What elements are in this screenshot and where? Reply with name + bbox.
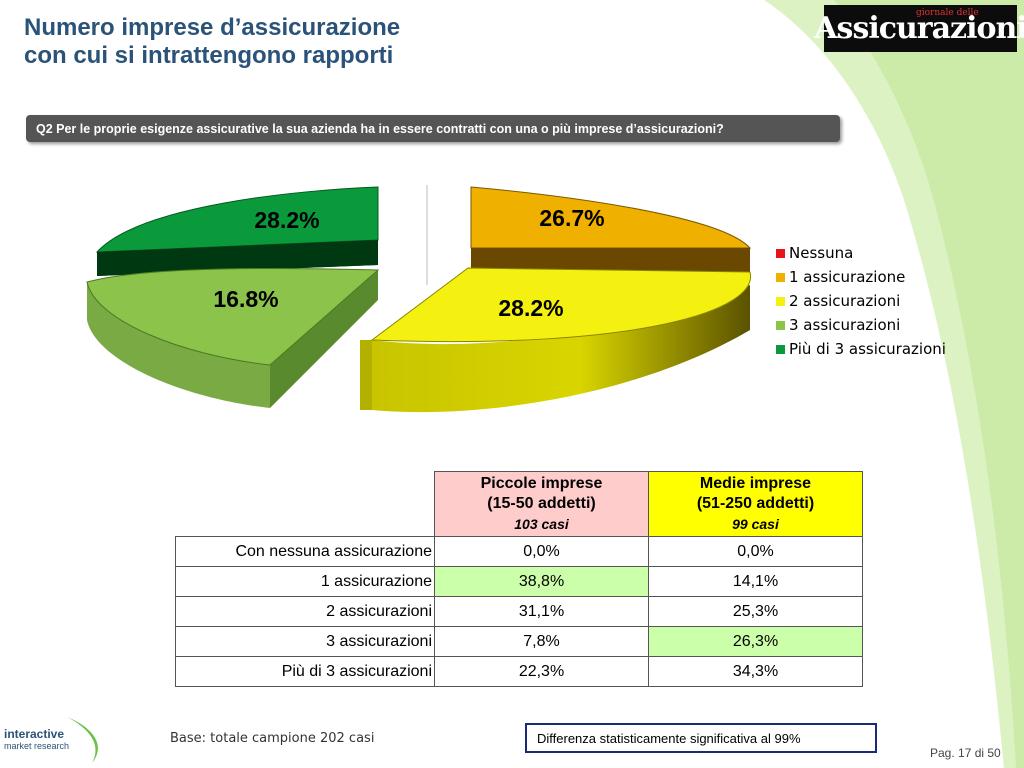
- logo-small-text: giornale delle: [916, 8, 979, 18]
- table-row: Più di 3 assicurazioni 22,3% 34,3%: [175, 656, 863, 687]
- row-label: 2 assicurazioni: [175, 596, 435, 627]
- chart-legend: Nessuna 1 assicurazione 2 assicurazioni …: [776, 241, 946, 361]
- page-title: Numero imprese d’assicurazione con cui s…: [24, 14, 544, 70]
- row-label: 1 assicurazione: [175, 566, 435, 597]
- legend-label: Nessuna: [789, 244, 854, 262]
- legend-swatch: [776, 248, 785, 258]
- data-table: Piccole imprese (15-50 addetti) 103 casi…: [175, 471, 863, 687]
- title-line-2: con cui si intrattengono rapporti: [24, 42, 394, 69]
- company-logo: interactive market research: [4, 728, 69, 752]
- cell-value: 7,8%: [434, 626, 649, 657]
- table-row: 1 assicurazione 38,8% 14,1%: [175, 566, 863, 597]
- table-row: 3 assicurazioni 7,8% 26,3%: [175, 626, 863, 657]
- slice-piu-di-3: [95, 186, 379, 276]
- row-label: 3 assicurazioni: [175, 626, 435, 657]
- company-subtitle: market research: [4, 741, 70, 751]
- green-swoosh-decoration: [764, 0, 1024, 768]
- slice-2-assicurazioni: [360, 267, 752, 413]
- data-label-piu-di-3: 28.2%: [254, 207, 319, 233]
- pie-chart: 26.7% 28.2% 16.8% 28.2%: [86, 185, 752, 413]
- header-2-range: (51-250 addetti): [696, 495, 815, 512]
- legend-item: Nessuna: [776, 241, 946, 265]
- data-label-2-assicurazioni: 28.2%: [498, 295, 563, 321]
- cell-value: 14,1%: [648, 566, 863, 597]
- legend-swatch: [776, 272, 785, 282]
- cell-value: 0,0%: [648, 536, 863, 567]
- row-label: Con nessuna assicurazione: [175, 536, 435, 567]
- cell-value: 25,3%: [648, 596, 863, 627]
- cell-value: 22,3%: [434, 656, 649, 687]
- cell-value: 34,3%: [648, 656, 863, 687]
- legend-item: 2 assicurazioni: [776, 289, 946, 313]
- page-number: Pag. 17 di 50: [930, 746, 1001, 760]
- assicurazioni-logo: giornale delle Assicurazioni: [814, 5, 1024, 52]
- slice-1-assicurazione: [470, 186, 752, 272]
- table-corner: [175, 471, 435, 537]
- cell-value-significant: 26,3%: [648, 626, 863, 657]
- legend-label: Più di 3 assicurazioni: [789, 340, 946, 358]
- header-medie-imprese: Medie imprese (51-250 addetti) 99 casi: [648, 471, 863, 537]
- data-label-3-assicurazioni: 16.8%: [213, 286, 278, 312]
- cell-value-significant: 38,8%: [434, 566, 649, 597]
- logo-text: Assicurazioni: [814, 11, 1024, 46]
- legend-item: 1 assicurazione: [776, 265, 946, 289]
- header-2-cases: 99 casi: [732, 516, 779, 532]
- company-name: interactive: [4, 727, 65, 741]
- legend-swatch: [776, 344, 785, 354]
- legend-item: Più di 3 assicurazioni: [776, 337, 946, 361]
- cell-value: 0,0%: [434, 536, 649, 567]
- legend-label: 3 assicurazioni: [789, 316, 901, 334]
- header-2-title: Medie imprese: [699, 475, 812, 492]
- significance-note: Differenza statisticamente significativa…: [525, 723, 877, 753]
- table-row: Con nessuna assicurazione 0,0% 0,0%: [175, 536, 863, 567]
- question-text: Q2 Per le proprie esigenze assicurative …: [36, 121, 724, 136]
- table-header-row: Piccole imprese (15-50 addetti) 103 casi…: [175, 471, 863, 537]
- legend-item: 3 assicurazioni: [776, 313, 946, 337]
- base-note: Base: totale campione 202 casi: [170, 731, 375, 746]
- header-piccole-imprese: Piccole imprese (15-50 addetti) 103 casi: [434, 471, 649, 537]
- legend-label: 1 assicurazione: [789, 268, 906, 286]
- header-1-cases: 103 casi: [514, 516, 569, 532]
- legend-label: 2 assicurazioni: [789, 292, 901, 310]
- company-logo-swoosh: [67, 717, 98, 763]
- slice-3-assicurazioni: [86, 267, 380, 408]
- data-label-1-assicurazione: 26.7%: [539, 205, 604, 231]
- row-label: Più di 3 assicurazioni: [175, 656, 435, 687]
- cell-value: 31,1%: [434, 596, 649, 627]
- header-1-range: (15-50 addetti): [487, 495, 596, 512]
- legend-swatch: [776, 320, 785, 330]
- legend-swatch: [776, 296, 785, 306]
- question-bar: Q2 Per le proprie esigenze assicurative …: [26, 115, 840, 142]
- header-1-title: Piccole imprese: [480, 475, 603, 492]
- table-row: 2 assicurazioni 31,1% 25,3%: [175, 596, 863, 627]
- title-line-1: Numero imprese d’assicurazione: [24, 14, 401, 41]
